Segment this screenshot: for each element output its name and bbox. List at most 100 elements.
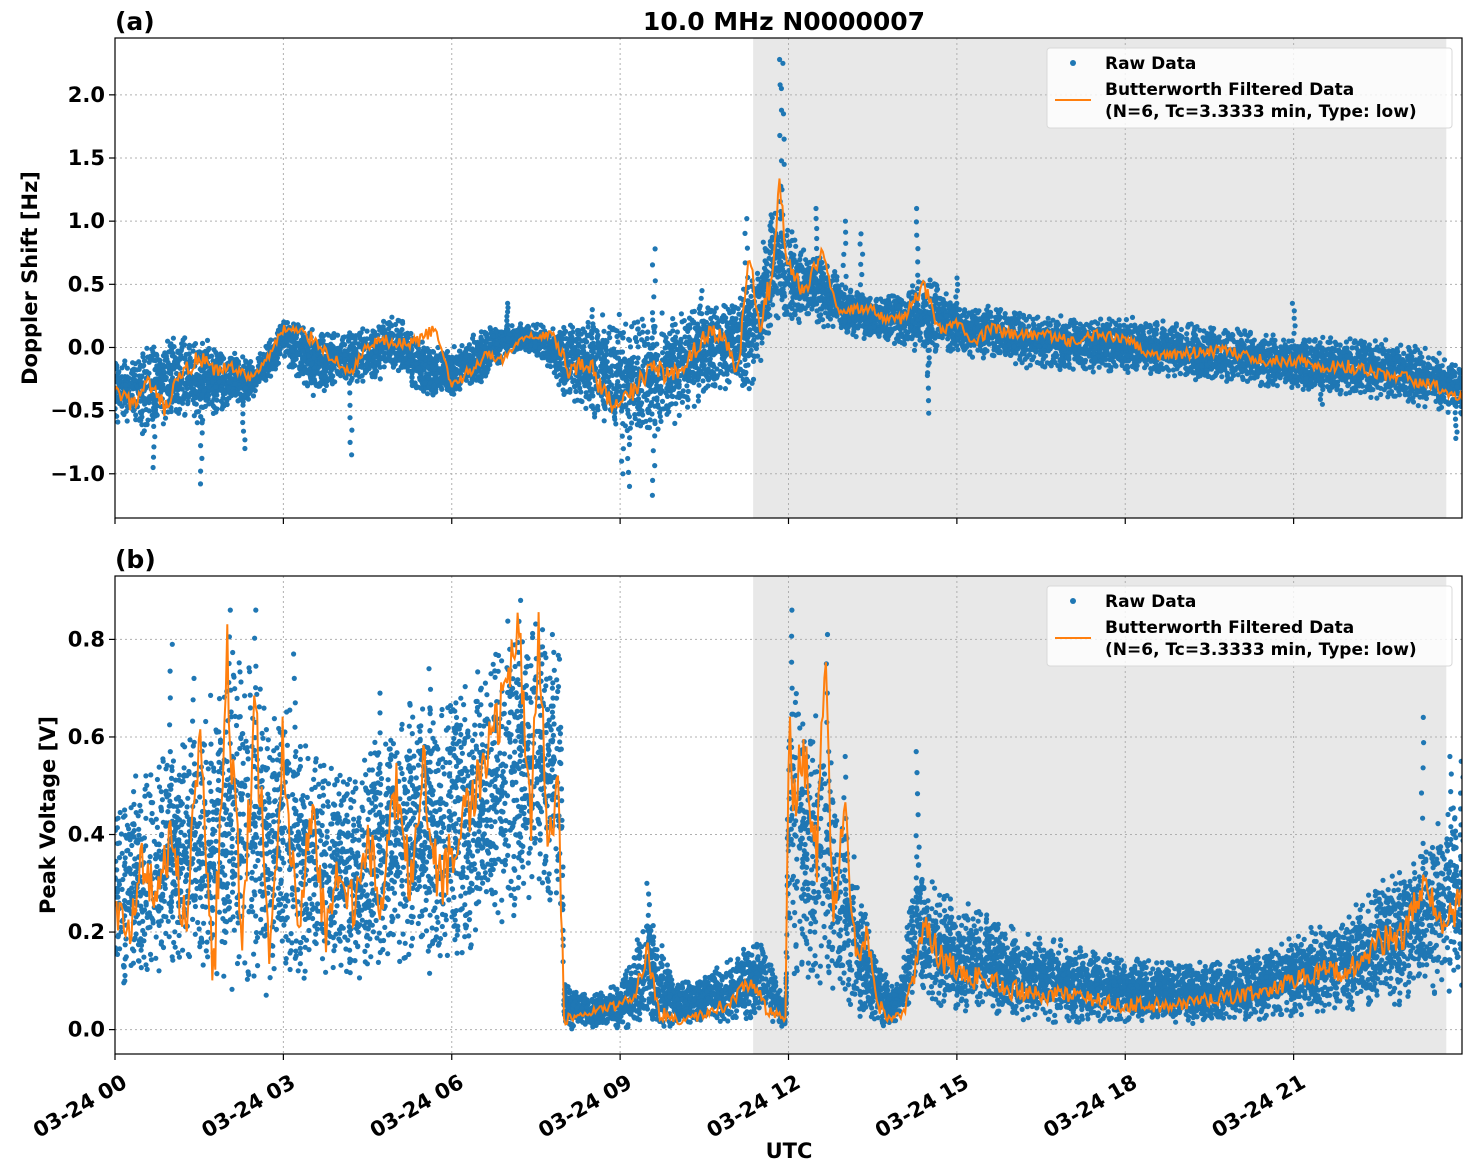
raw-data-point (643, 418, 649, 424)
raw-data-point (700, 388, 707, 394)
raw-data-point (191, 413, 197, 419)
raw-data-point (686, 315, 693, 321)
raw-data-point (145, 417, 151, 423)
raw-data-point (1328, 335, 1334, 341)
raw-data-point (647, 417, 653, 423)
raw-data-point (1346, 381, 1352, 387)
raw-data-point (737, 366, 744, 372)
raw-data-point (1375, 347, 1381, 353)
raw-data-point (1058, 313, 1064, 319)
raw-data-point (601, 418, 607, 424)
raw-data-point (629, 420, 635, 426)
raw-data-point (606, 379, 612, 385)
raw-data-point (679, 399, 686, 405)
raw-data-point (545, 363, 551, 369)
raw-data-point (612, 416, 618, 422)
raw-data-point (354, 378, 360, 384)
raw-data-point (1337, 342, 1343, 348)
raw-data-point (685, 388, 691, 394)
raw-data-point (750, 376, 757, 382)
raw-data-point (911, 347, 918, 353)
raw-data-point (1422, 345, 1428, 351)
raw-data-point (644, 335, 650, 342)
raw-data-point (192, 341, 199, 347)
raw-data-point (1349, 345, 1355, 351)
raw-data-point (166, 349, 172, 355)
raw-data-point (886, 293, 892, 300)
raw-data-point (121, 362, 128, 368)
raw-data-point (459, 343, 465, 349)
raw-data-point (1425, 355, 1432, 361)
raw-data-point (947, 300, 953, 306)
raw-data-point (360, 326, 366, 332)
raw-data-point (341, 342, 347, 348)
raw-data-point (1184, 331, 1190, 337)
raw-data-point (1387, 384, 1393, 390)
raw-data-point (162, 415, 169, 421)
raw-data-point (680, 388, 686, 394)
raw-data-point (659, 398, 666, 404)
raw-data-point (1300, 386, 1306, 392)
raw-data-point (691, 319, 697, 325)
raw-data-point (556, 382, 562, 388)
raw-data-point (616, 311, 622, 318)
raw-data-point (1160, 318, 1166, 324)
raw-data-point (1278, 344, 1284, 350)
raw-data-point (451, 344, 457, 350)
raw-data-point (650, 317, 656, 323)
raw-data-point (670, 316, 676, 322)
raw-data-point (169, 353, 175, 359)
raw-data-point (122, 358, 128, 364)
raw-data-point (182, 412, 188, 418)
raw-data-point (1263, 332, 1269, 338)
raw-data-point (791, 310, 798, 317)
raw-data-point (1090, 369, 1096, 375)
raw-data-point (199, 340, 206, 346)
raw-data-point (669, 393, 675, 399)
raw-data-point (1270, 332, 1276, 338)
raw-data-point (623, 321, 629, 327)
raw-data-point (759, 340, 765, 346)
raw-data-point (816, 318, 822, 325)
raw-data-point (144, 345, 150, 351)
x-axis-label: UTC (766, 1139, 813, 1163)
raw-data-point (891, 340, 898, 346)
raw-data-point (1333, 342, 1339, 348)
panel-a: −1.0−0.50.00.51.01.52.0(a)Doppler Shift … (18, 7, 1463, 524)
plot-area (115, 56, 1462, 498)
raw-data-point (1235, 372, 1241, 378)
raw-data-point (700, 378, 706, 384)
raw-data-point (601, 328, 607, 334)
raw-data-point (809, 306, 815, 312)
raw-data-point (839, 282, 845, 288)
raw-data-point (602, 379, 608, 385)
raw-data-point (250, 393, 257, 399)
raw-data-point (1184, 336, 1190, 342)
raw-data-point (444, 348, 451, 355)
raw-data-point (722, 386, 729, 392)
raw-data-point (1178, 326, 1184, 333)
raw-data-point (1445, 409, 1451, 415)
raw-data-point (1343, 339, 1349, 345)
raw-data-point (689, 309, 695, 315)
raw-data-point (657, 410, 663, 416)
raw-data-point (927, 277, 933, 283)
raw-data-point (777, 216, 783, 222)
raw-data-point (797, 252, 804, 258)
raw-data-point (364, 328, 370, 334)
raw-data-point (424, 391, 431, 397)
raw-data-point (1128, 323, 1134, 329)
raw-data-point (1148, 370, 1154, 376)
raw-data-point (943, 291, 949, 297)
raw-data-point (430, 348, 436, 355)
raw-data-point (682, 325, 688, 331)
raw-data-point (1358, 389, 1364, 396)
raw-data-point (789, 229, 795, 235)
raw-data-point (997, 308, 1003, 314)
raw-data-point (672, 420, 678, 426)
raw-data-point (386, 319, 392, 326)
raw-data-point (748, 347, 754, 353)
raw-data-point (204, 337, 211, 343)
raw-data-point (567, 322, 574, 328)
